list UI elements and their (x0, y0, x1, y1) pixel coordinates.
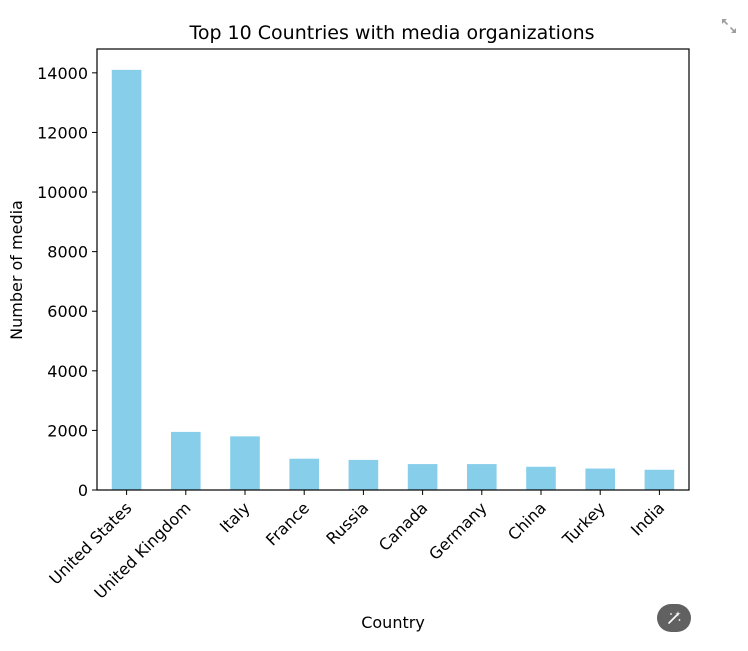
x-tick-label: India (627, 498, 668, 539)
plot-frame (96, 48, 690, 491)
y-tick-label: 6000 (47, 302, 88, 321)
x-tick-label: Italy (216, 498, 254, 536)
bar-turkey (585, 468, 615, 490)
y-axis-ticks: 0 2000 4000 6000 8000 10000 12000 14000 (37, 64, 97, 500)
bar-united-states (111, 69, 142, 491)
y-tick-label: 2000 (47, 421, 88, 440)
magic-wand-icon (668, 611, 681, 624)
y-axis-label: Number of media (7, 200, 26, 340)
bar-india (644, 469, 675, 490)
y-tick-label: 4000 (47, 362, 88, 381)
bar-russia (348, 459, 379, 490)
chart-title: Top 10 Countries with media organization… (188, 22, 594, 44)
x-tick-label: Turkey (558, 498, 609, 549)
x-axis-label: Country (361, 613, 425, 632)
y-tick-label: 10000 (37, 183, 88, 202)
x-tick-label: Canada (375, 498, 431, 554)
expand-arrows-icon[interactable] (720, 17, 738, 35)
x-tick-label: France (262, 498, 313, 549)
x-tick-label: Germany (425, 498, 490, 563)
bar-united-kingdom (171, 431, 201, 490)
bars (111, 69, 675, 491)
bar-china (526, 466, 556, 490)
x-tick-label: China (504, 498, 550, 544)
bar-france (289, 458, 319, 490)
bar-germany (467, 464, 497, 490)
y-tick-label: 12000 (37, 123, 88, 142)
bar-italy (230, 436, 260, 490)
x-tick-label: Russia (322, 498, 372, 548)
y-tick-label: 0 (78, 481, 88, 500)
bar-canada (407, 464, 438, 490)
magic-wand-button[interactable] (657, 604, 691, 632)
y-tick-label: 8000 (47, 243, 88, 262)
y-tick-label: 14000 (37, 64, 88, 83)
